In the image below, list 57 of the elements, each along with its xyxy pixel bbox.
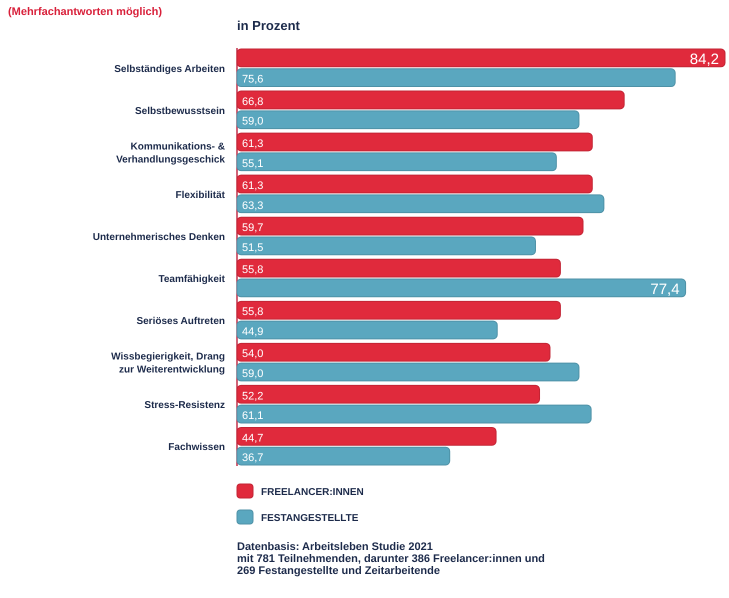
bar (236, 362, 580, 382)
y-tick-label: Selbstbewusstsein (134, 106, 225, 117)
x-axis-title: in Prozent (237, 18, 301, 33)
data-label: 54,0 (242, 348, 264, 360)
data-label: 36,7 (242, 452, 264, 464)
data-label: 51,5 (242, 242, 264, 254)
y-tick-label: Teamfähigkeit (158, 274, 226, 286)
bar (236, 426, 497, 446)
bar (236, 68, 676, 88)
text: Datenbasis: Arbeitsleben Studie 2021 (237, 541, 433, 553)
data-label: 52,2 (242, 390, 264, 402)
bar (236, 342, 550, 362)
data-label: 61,3 (242, 138, 264, 150)
bar (236, 278, 686, 298)
bar (236, 320, 498, 340)
y-tick-label: Wissbegierigkeit, Drang zur Weiterentwicklung (111, 352, 225, 376)
legend-label: FREELANCER:INNEN (261, 487, 364, 498)
bar (236, 174, 593, 194)
y-tick-label: Stress-Resistenz (144, 400, 225, 412)
data-label: 61,3 (242, 180, 264, 192)
data-label: 55,1 (242, 158, 264, 170)
data-label: 66,8 (242, 96, 264, 108)
bar (236, 446, 450, 466)
y-tick-label: Selbständiges Arbeiten (114, 64, 225, 75)
y-tick-label: Unternehmerisches Denken (92, 232, 225, 243)
text: (Mehrfachantworten möglich) (8, 6, 162, 18)
text: 269 Festangestellte und Zeitarbeitende (237, 565, 440, 577)
data-label: 55,8 (242, 306, 264, 318)
bar (236, 194, 604, 214)
data-label: 44,7 (242, 432, 264, 444)
data-label: 44,9 (242, 326, 264, 338)
y-tick-label: Seriöses Auftreten (136, 316, 225, 328)
data-label: 75,6 (242, 74, 264, 86)
data-label: 77,4 (650, 280, 680, 298)
y-tick-label: Fachwissen (168, 442, 225, 454)
bar (236, 48, 726, 68)
bar (236, 300, 561, 320)
data-label: 55,8 (242, 264, 264, 276)
data-label: 59,0 (242, 116, 264, 128)
bar (236, 236, 536, 256)
bar (236, 90, 625, 110)
bar (236, 110, 580, 130)
legend-label: FESTANGESTELLTE (261, 513, 359, 524)
y-tick-label: Kommunikations- & Verhandlungsgeschick (116, 141, 226, 166)
bar (236, 216, 584, 236)
bar (236, 404, 592, 424)
data-label: 84,2 (690, 50, 719, 68)
y-tick-label: Flexibilität (176, 190, 226, 201)
bar (236, 152, 557, 172)
text: mit 781 Teilnehmenden, darunter 386 Freelancer:innen und (237, 553, 545, 565)
bar (236, 258, 561, 278)
data-label: 59,7 (242, 222, 264, 234)
data-label: 63,3 (242, 200, 264, 212)
data-label: 61,1 (242, 410, 264, 422)
bar (236, 132, 593, 152)
data-label: 59,0 (242, 368, 264, 380)
bar (236, 384, 540, 404)
